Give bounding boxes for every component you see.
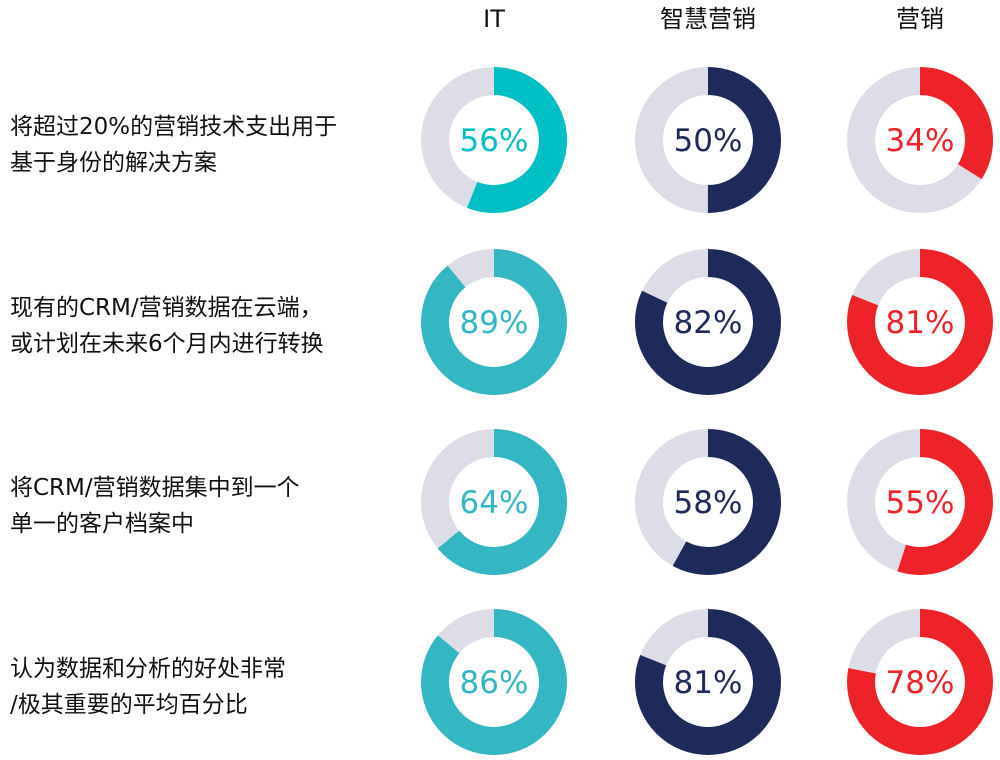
donut-value-label: 86% [460, 665, 529, 701]
column-header-marketing: 营销 [896, 5, 944, 33]
donut-row-4-smart-marketing: 81% [635, 609, 781, 755]
donut-row-1-smart-marketing: 50% [635, 67, 781, 213]
donut-value-label: 78% [886, 665, 955, 701]
donut-row-3-marketing: 55% [847, 429, 993, 575]
donut-value-label: 55% [886, 485, 955, 521]
row-label-2-line-2: 或计划在未来6个月内进行转换 [10, 331, 324, 357]
row-label-2-line-1: 现有的CRM/营销数据在云端， [10, 295, 323, 321]
donut-value-arc [421, 249, 567, 395]
donut-value-arc [635, 609, 781, 755]
donut-row-3-it: 64% [421, 429, 567, 575]
donut-value-arc [635, 429, 781, 575]
donut-value-arc [847, 67, 993, 213]
donut-value-label: 81% [886, 305, 955, 341]
column-headers: IT 智慧营销 营销 [483, 5, 944, 33]
row-label-4-line-2: /极其重要的平均百分比 [10, 692, 248, 718]
donut-value-arc [635, 67, 781, 213]
row-label-3-line-2: 单一的客户档案中 [10, 511, 194, 537]
row-label-1-line-2: 基于身份的解决方案 [10, 150, 217, 176]
donut-value-arc [847, 429, 993, 575]
donut-row-4-marketing: 78% [847, 609, 993, 755]
row-label-3-line-1: 将CRM/营销数据集中到一个 [10, 475, 300, 501]
donut-value-label: 82% [674, 305, 743, 341]
donut-value-label: 34% [886, 123, 955, 159]
row-labels: 将超过20%的营销技术支出用于 基于身份的解决方案 现有的CRM/营销数据在云端… [10, 114, 337, 718]
column-header-it: IT [483, 5, 505, 33]
donut-value-arc [421, 429, 567, 575]
donut-row-1-it: 56% [421, 67, 567, 213]
donut-value-arc [847, 249, 993, 395]
donut-value-label: 56% [460, 123, 529, 159]
donut-value-label: 89% [460, 305, 529, 341]
donut-value-label: 50% [674, 123, 743, 159]
column-header-smart-marketing: 智慧营销 [660, 5, 756, 33]
donut-value-label: 58% [674, 485, 743, 521]
donuts: 56% 50% 34% 89% 82% 81% 64% 58% 55% 86% 81% 78% [421, 67, 993, 755]
row-label-4-line-1: 认为数据和分析的好处非常 [10, 656, 286, 682]
donut-row-2-it: 89% [421, 249, 567, 395]
donut-value-label: 64% [460, 485, 529, 521]
donut-row-2-marketing: 81% [847, 249, 993, 395]
donut-row-2-smart-marketing: 82% [635, 249, 781, 395]
donut-row-1-marketing: 34% [847, 67, 993, 213]
donut-value-arc [421, 67, 567, 213]
donut-value-arc [847, 609, 993, 755]
donut-value-arc [635, 249, 781, 395]
row-label-1-line-1: 将超过20%的营销技术支出用于 [10, 114, 337, 140]
donut-value-label: 81% [674, 665, 743, 701]
donut-row-4-it: 86% [421, 609, 567, 755]
donut-row-3-smart-marketing: 58% [635, 429, 781, 575]
donut-value-arc [421, 609, 567, 755]
